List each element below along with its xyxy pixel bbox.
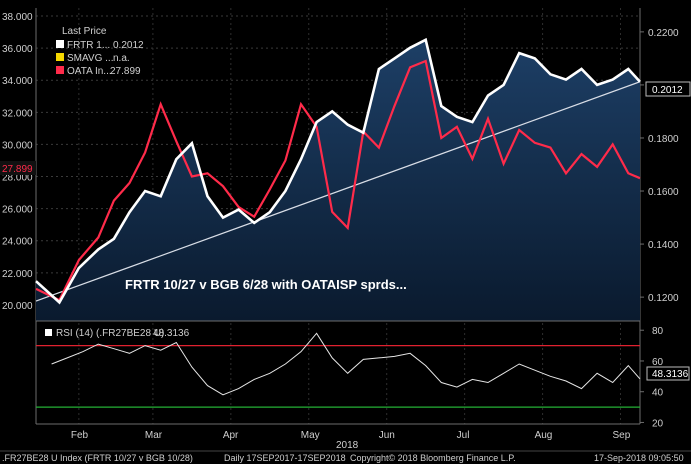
x-tick-label: May (301, 430, 320, 441)
series-line-rsi (51, 332, 641, 396)
series-line-frtr (35, 37, 641, 305)
rsi-tick-label: 20 (652, 418, 664, 429)
rsi-value-tag-bg (646, 366, 690, 381)
left-value-tag-bg (0, 161, 36, 175)
left-tick-label: 24.000 (2, 237, 33, 248)
footer-timestamp: 17-Sep-2018 09:05:50 (594, 453, 684, 463)
right-value-tag-bg (645, 81, 691, 97)
right-value-tag: 0.2012 (652, 85, 683, 96)
x-tick-label: Apr (223, 430, 239, 441)
footer-period: Daily 17SEP2017-17SEP2018 (224, 453, 346, 463)
x-tick-label: Feb (71, 430, 89, 441)
trend-line (35, 81, 641, 302)
left-tick-label: 38.000 (2, 12, 33, 23)
right-tick-label: 0.1400 (648, 240, 679, 251)
legend: Last Price FRTR 1... 0.2012 SMAVG ... n.… (56, 26, 144, 77)
left-tick-label: 26.000 (2, 205, 33, 216)
left-tick-label: 34.000 (2, 76, 33, 87)
legend-label-oata: OATA In... (67, 66, 112, 77)
left-tick-label: 22.000 (2, 269, 33, 280)
right-tick-label: 0.2200 (648, 28, 679, 39)
x-tick-label: Mar (145, 430, 163, 441)
left-tick-label: 32.000 (2, 108, 33, 119)
legend-swatch-oata (56, 66, 64, 74)
legend-value-smavg: n.a. (113, 53, 130, 64)
series-area-frtr (36, 39, 640, 322)
rsi-legend-label: RSI (14) (.FR27BE28 U) (56, 328, 164, 339)
rsi-tick-label: 40 (652, 388, 664, 399)
rsi-tick-label: 80 (652, 326, 664, 337)
left-value-tag: 27.899 (2, 164, 33, 175)
chart-annotation: FRTR 10/27 v BGB 6/28 with OATAISP sprds… (125, 277, 407, 292)
footer-copyright: Copyright© 2018 Bloomberg Finance L.P. (350, 453, 516, 463)
x-tick-label: Jul (457, 430, 470, 441)
right-tick-label: 0.1200 (648, 293, 679, 304)
legend-label-smavg: SMAVG ... (67, 53, 114, 64)
right-tick-label: 0.1800 (648, 134, 679, 145)
legend-label-frtr: FRTR 1... (67, 40, 110, 51)
left-tick-label: 30.000 (2, 140, 33, 151)
legend-value-oata: 27.899 (110, 66, 141, 77)
x-tick-label: Jun (379, 430, 395, 441)
left-axis: 20.000 22.000 24.000 26.000 28.000 30.000 32.0… (2, 12, 33, 312)
rsi-legend-swatch (45, 329, 52, 336)
left-tick-label: 28.000 (2, 173, 33, 184)
left-tick-label: 36.000 (2, 44, 33, 55)
legend-title: Last Price (62, 26, 107, 37)
left-tick-label: 20.000 (2, 301, 33, 312)
legend-swatch-frtr (56, 40, 64, 48)
x-tick-label: Sep (613, 430, 631, 441)
legend-value-frtr: 0.2012 (113, 40, 144, 51)
x-axis-year: 2018 (336, 440, 359, 451)
rsi-axis: 20 40 60 80 (640, 326, 664, 429)
legend-swatch-smavg (56, 53, 64, 61)
series-line-oata (35, 59, 641, 302)
x-axis: Feb Mar Apr May Jun Jul Aug Sep (71, 430, 631, 441)
x-tick-label: Aug (535, 430, 553, 441)
rsi-tick-label: 60 (652, 357, 664, 368)
rsi-legend-value: 48.3136 (153, 328, 190, 339)
right-tick-label: 0.1600 (648, 187, 679, 198)
rsi-value-tag: 48.3136 (652, 369, 689, 380)
footer-security: .FR27BE28 U Index (FRTR 10/27 v BGB 10/2… (2, 453, 193, 463)
